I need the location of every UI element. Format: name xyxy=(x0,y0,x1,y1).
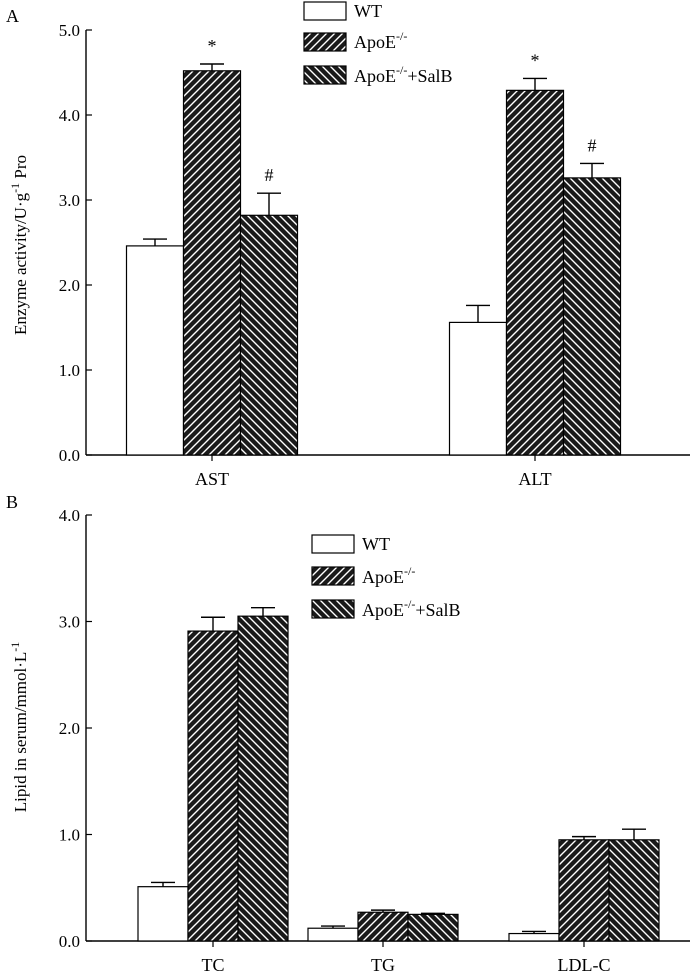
significance-marker-a-salb: # xyxy=(588,135,597,155)
panel-a-y-tick-label: 1.0 xyxy=(59,361,80,380)
panel-a-y-title-suffix: Pro xyxy=(11,155,30,183)
bar-a-ast-wt xyxy=(125,245,185,456)
panel-a-y-title-sup: -1 xyxy=(8,183,22,193)
panel-a-label: A xyxy=(6,6,19,26)
legend-a-swatch-salb xyxy=(303,65,347,85)
panel-b-y-axis-title: Lipid in serum/mmol·L-1 xyxy=(8,642,30,813)
legend-a-label-wt: WT xyxy=(354,1,382,21)
legend-a-label-apoe: ApoE-/- xyxy=(354,29,407,52)
panel-a-y-tick-label: 4.0 xyxy=(59,106,80,125)
legend-a-label-salb: ApoE-/-+SalB xyxy=(354,63,453,86)
legend-b-label-salb: ApoE-/-+SalB xyxy=(362,597,461,620)
panel-a-category-label: AST xyxy=(195,469,229,489)
panel-b-y-title-sup: -1 xyxy=(8,642,22,652)
panel-a-y-axis-title: Enzyme activity/U·g-1 Pro xyxy=(8,155,30,335)
panel-b-label: B xyxy=(6,492,18,512)
panel-b-y-tick-label: 3.0 xyxy=(59,613,80,632)
bar-a-alt-wt xyxy=(448,321,508,456)
significance-marker-a-apoe: * xyxy=(531,50,540,70)
panel-b-y-tick-label: 4.0 xyxy=(59,506,80,525)
panel-a-legend: WT ApoE-/- ApoE-/-+SalB xyxy=(303,1,453,86)
bar-b-ldl-c-apoe xyxy=(558,839,610,942)
bar-a-ast-salb xyxy=(239,214,299,456)
panel-b-category-label: LDL-C xyxy=(558,955,611,972)
panel-b-chart: B Lipid in serum/mmol·L-1 WT ApoE-/- Apo… xyxy=(6,492,690,972)
panel-b-category-label: TG xyxy=(371,955,395,972)
bar-b-ldl-c-salb xyxy=(608,839,660,942)
legend-b-label-wt: WT xyxy=(362,534,390,554)
bar-b-tg-salb xyxy=(407,913,459,942)
bar-b-tc-wt xyxy=(137,886,189,942)
legend-b-label-apoe: ApoE-/- xyxy=(362,564,415,587)
svg-text:Lipid in serum/mmol·L-1: Lipid in serum/mmol·L-1 xyxy=(8,642,30,813)
legend-a-swatch-wt xyxy=(303,1,347,21)
legend-b-swatch-salb xyxy=(311,599,355,619)
bar-b-tc-apoe xyxy=(187,630,239,942)
svg-text:Enzyme activity/U·g-1 Pro: Enzyme activity/U·g-1 Pro xyxy=(8,155,30,335)
bar-a-alt-apoe xyxy=(505,89,565,456)
panel-a-y-tick-label: 0.0 xyxy=(59,446,80,465)
significance-marker-a-salb: # xyxy=(265,165,274,185)
significance-marker-a-apoe: * xyxy=(208,36,217,56)
bar-b-tg-wt xyxy=(307,927,359,942)
panel-a-chart: A Enzyme activity/U·g-1 Pro WT ApoE-/- A… xyxy=(6,1,690,489)
legend-a-swatch-apoe xyxy=(303,32,347,52)
panel-a-y-tick-label: 3.0 xyxy=(59,191,80,210)
bar-b-ldl-c-wt xyxy=(508,932,560,942)
panel-b-y-tick-label: 2.0 xyxy=(59,719,80,738)
panel-b-y-tick-label: 1.0 xyxy=(59,826,80,845)
bar-a-ast-apoe xyxy=(182,70,242,456)
panel-b-legend: WT ApoE-/- ApoE-/-+SalB xyxy=(311,534,461,620)
panel-b-category-label: TC xyxy=(201,955,224,972)
legend-b-swatch-apoe xyxy=(311,566,355,586)
legend-b-swatch-wt xyxy=(311,534,355,554)
bar-b-tg-apoe xyxy=(357,911,409,942)
panel-b-y-tick-label: 0.0 xyxy=(59,932,80,951)
panel-a-y-tick-label: 2.0 xyxy=(59,276,80,295)
panel-a-y-tick-label: 5.0 xyxy=(59,21,80,40)
bar-a-alt-salb xyxy=(562,177,622,456)
bar-b-tc-salb xyxy=(237,615,289,942)
panel-a-y-title-text: Enzyme activity/U·g xyxy=(11,192,30,335)
panel-b-y-title-text: Lipid in serum/mmol·L xyxy=(11,652,30,813)
panel-a-category-label: ALT xyxy=(518,469,551,489)
